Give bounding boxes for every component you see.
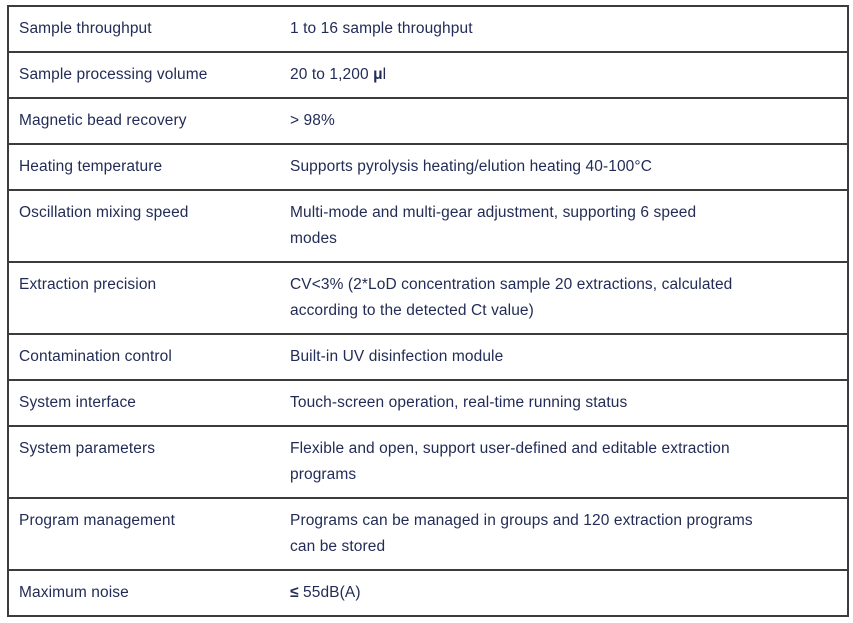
spec-value: Supports pyrolysis heating/elution heati… bbox=[290, 154, 847, 180]
spec-label: Magnetic bead recovery bbox=[19, 112, 187, 129]
spec-value-line: Programs can be managed in groups and 12… bbox=[290, 512, 753, 529]
table-row: Magnetic bead recovery > 98% bbox=[9, 99, 847, 145]
spec-label: Contamination control bbox=[19, 348, 172, 365]
spec-value: Built-in UV disinfection module bbox=[290, 344, 847, 370]
spec-value-line: programs bbox=[290, 466, 357, 483]
spec-value: > 98% bbox=[290, 108, 847, 134]
table-row: Heating temperature Supports pyrolysis h… bbox=[9, 145, 847, 191]
spec-label: Sample throughput bbox=[19, 20, 152, 37]
spec-label: Sample processing volume bbox=[19, 66, 208, 83]
table-row: Sample processing volume 20 to 1,200 μl bbox=[9, 53, 847, 99]
spec-label: Program management bbox=[19, 512, 176, 529]
table-row: Contamination control Built-in UV disinf… bbox=[9, 335, 847, 381]
spec-label: Heating temperature bbox=[19, 158, 163, 175]
specifications-table: Sample throughput 1 to 16 sample through… bbox=[7, 5, 849, 617]
table-row: Sample throughput 1 to 16 sample through… bbox=[9, 7, 847, 53]
spec-value-text: Touch-screen operation, real-time runnin… bbox=[290, 394, 628, 411]
spec-value: 1 to 16 sample throughput bbox=[290, 16, 847, 42]
spec-value-line: CV<3% (2*LoD concentration sample 20 ext… bbox=[290, 276, 733, 293]
spec-label: Extraction precision bbox=[19, 276, 157, 293]
spec-value-text: 55dB(A) bbox=[298, 584, 361, 601]
spec-label: Maximum noise bbox=[19, 584, 129, 601]
table-row: System interface Touch-screen operation,… bbox=[9, 381, 847, 427]
spec-value-lte-symbol: ≤ bbox=[290, 584, 299, 601]
spec-value-text: l bbox=[382, 66, 387, 83]
spec-value-line: according to the detected Ct value) bbox=[290, 302, 534, 319]
spec-value-text: 1 to 16 sample throughput bbox=[290, 20, 473, 37]
spec-value: CV<3% (2*LoD concentration sample 20 ext… bbox=[290, 272, 847, 324]
table-row: Oscillation mixing speed Multi-mode and … bbox=[9, 191, 847, 263]
table-row: Extraction precision CV<3% (2*LoD concen… bbox=[9, 263, 847, 335]
table-row: Maximum noise ≤ 55dB(A) bbox=[9, 571, 847, 615]
spec-value-text: Built-in UV disinfection module bbox=[290, 348, 504, 365]
spec-value-line: Flexible and open, support user-defined … bbox=[290, 440, 730, 457]
spec-value: Flexible and open, support user-defined … bbox=[290, 436, 847, 488]
spec-value-text: 20 to 1,200 bbox=[290, 66, 374, 83]
table-row: Program management Programs can be manag… bbox=[9, 499, 847, 571]
spec-value-text: Supports pyrolysis heating/elution heati… bbox=[290, 158, 652, 175]
table-row: System parameters Flexible and open, sup… bbox=[9, 427, 847, 499]
spec-value: Multi-mode and multi-gear adjustment, su… bbox=[290, 200, 847, 252]
spec-value: ≤ 55dB(A) bbox=[290, 580, 847, 606]
spec-value: Programs can be managed in groups and 12… bbox=[290, 508, 847, 560]
spec-value: Touch-screen operation, real-time runnin… bbox=[290, 390, 847, 416]
spec-label: System parameters bbox=[19, 440, 156, 457]
spec-value-text: > 98% bbox=[290, 112, 335, 129]
spec-value-unit-mu: μ bbox=[373, 66, 383, 83]
spec-label: Oscillation mixing speed bbox=[19, 204, 189, 221]
spec-label: System interface bbox=[19, 394, 137, 411]
spec-value-line: modes bbox=[290, 230, 338, 247]
spec-value-line: can be stored bbox=[290, 538, 386, 555]
spec-value-line: Multi-mode and multi-gear adjustment, su… bbox=[290, 204, 697, 221]
spec-value: 20 to 1,200 μl bbox=[290, 62, 847, 88]
